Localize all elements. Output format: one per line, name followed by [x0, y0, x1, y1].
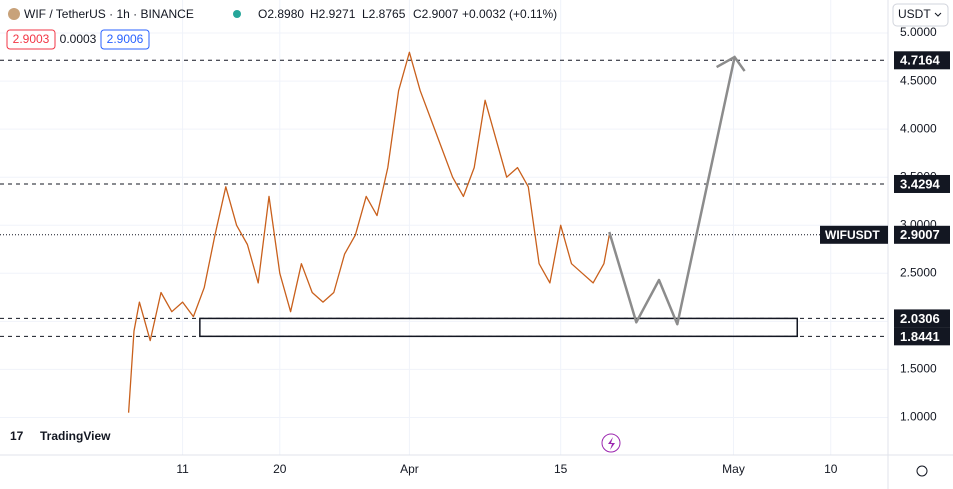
last-price-bg [894, 225, 950, 244]
ohlc-low: L2.8765 [362, 7, 406, 21]
y-tick-label: 4.5000 [900, 73, 937, 87]
x-tick-label: Apr [400, 462, 419, 476]
price-line [127, 51, 610, 413]
level-label-bg [894, 51, 950, 70]
x-tick-label: 20 [273, 462, 287, 476]
symbol: WIF / TetherUS · 1h · BINANCE [24, 7, 194, 21]
ask[interactable]: 2.9006 [107, 32, 144, 46]
status-dot [233, 10, 241, 18]
logo-mark: 17 [10, 429, 24, 443]
dropdown-arrow [934, 12, 942, 17]
y-tick-label: 2.5000 [900, 265, 937, 279]
spread: 0.0003 [60, 32, 97, 46]
y-tick-label: 1.0000 [900, 410, 937, 424]
projection-path [608, 56, 736, 326]
y-tick-label: 1.5000 [900, 362, 937, 376]
level-label-bg [894, 309, 950, 328]
settings-button[interactable] [916, 465, 928, 477]
ohlc-close: C2.9007 [413, 7, 459, 21]
level-label: 1.8441 [900, 329, 940, 344]
ohlc-change: +0.0032 (+0.11%) [462, 7, 557, 21]
bid-box[interactable] [6, 29, 56, 50]
currency-dropdown[interactable] [892, 3, 949, 27]
projection-arrowhead [715, 55, 746, 72]
level-label-bg [894, 174, 950, 193]
level-label: 3.4294 [900, 176, 941, 191]
symbol-label: WIFUSDT [825, 228, 880, 242]
symbol-label-bg [820, 225, 888, 244]
lightning-button[interactable] [601, 433, 621, 453]
last-price-label: 2.9007 [900, 227, 940, 242]
lightning-icon [608, 437, 615, 450]
ask-box[interactable] [100, 29, 150, 50]
level-label-bg [894, 327, 950, 346]
ohlc-open: O2.8980 [258, 7, 304, 21]
x-tick-label: 10 [824, 462, 838, 476]
logo: TradingView [40, 429, 111, 443]
level-label: 2.0306 [900, 311, 940, 326]
x-tick-label: May [722, 462, 745, 476]
currency[interactable]: USDT [898, 7, 931, 21]
level-label: 4.7164 [900, 53, 941, 68]
x-tick-label: 11 [176, 462, 189, 476]
bid[interactable]: 2.9003 [13, 32, 50, 46]
y-tick-label: 5.0000 [900, 25, 937, 39]
symbol-icon [8, 8, 20, 20]
ohlc-high: H2.9271 [310, 7, 356, 21]
y-tick-label: 4.0000 [900, 121, 937, 135]
x-tick-label: 15 [554, 462, 568, 476]
